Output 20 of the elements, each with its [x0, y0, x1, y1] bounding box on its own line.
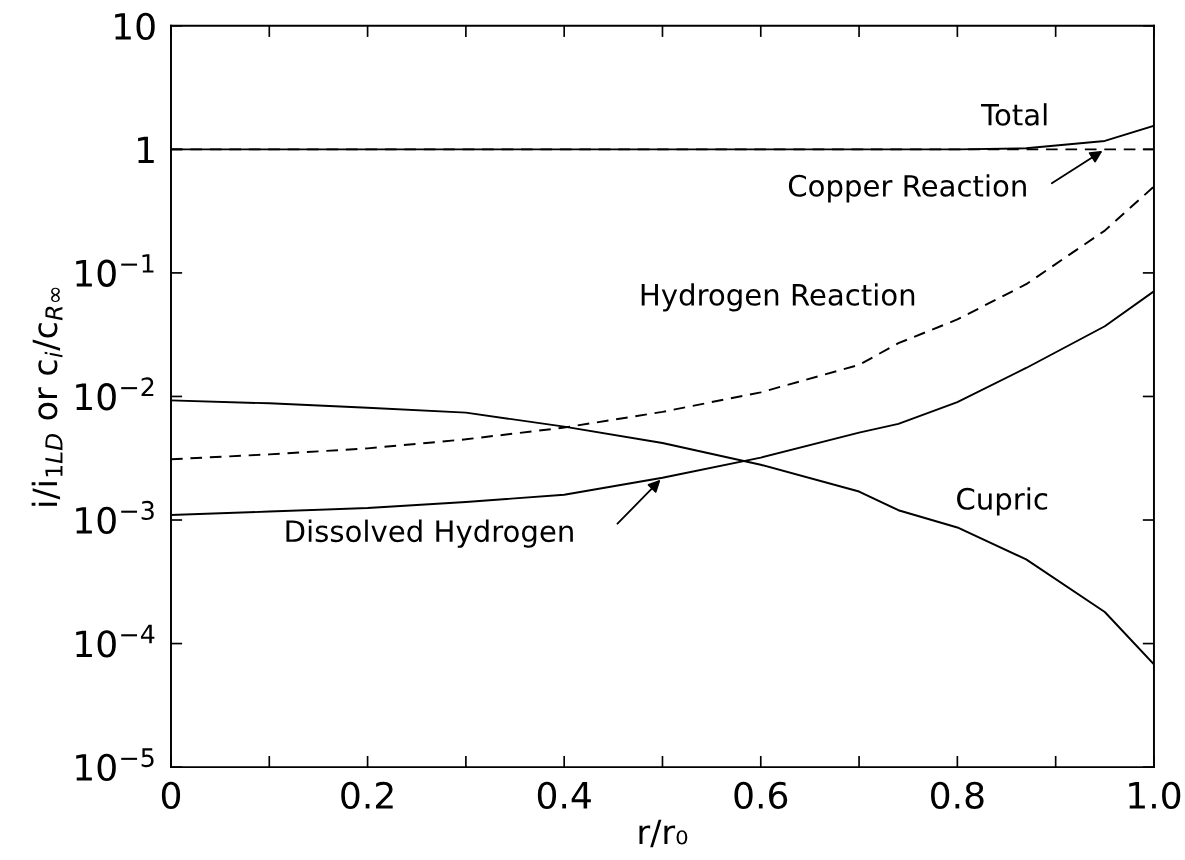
y-tick-label: 10$^{−5}$: [76, 748, 154, 782]
series-label: Hydrogen Reaction: [641, 283, 915, 312]
x-tick-label: 1.0: [1129, 781, 1181, 809]
y-tick-label: 10$^{−4}$: [76, 624, 155, 658]
series-label: Total: [981, 103, 1047, 126]
x-tick-label: 0: [161, 781, 181, 809]
x-tick-label: 0.2: [341, 781, 393, 809]
series-label: Dissolved Hydrogen: [286, 519, 573, 548]
x-tick-label: 0.4: [537, 781, 591, 809]
y-axis-title: i/i$_{1LD}$ or c$_{i}$/c$_{R∞}$: [31, 287, 63, 506]
y-tick-label: 10$^{−3}$: [76, 500, 154, 534]
x-tick-label: 0.8: [931, 781, 984, 809]
x-tick-label: 0.6: [734, 781, 788, 809]
y-tick-label: 10$^{−1}$: [76, 254, 154, 287]
x-axis-title: r/r₀: [639, 819, 688, 848]
series-label: Cupric: [957, 487, 1048, 516]
y-tick-label: 1: [138, 136, 154, 164]
y-tick-label: 10$^{−2}$: [76, 377, 154, 411]
series-label: Copper Reaction: [788, 174, 1026, 203]
y-tick-label: 10: [115, 12, 155, 41]
